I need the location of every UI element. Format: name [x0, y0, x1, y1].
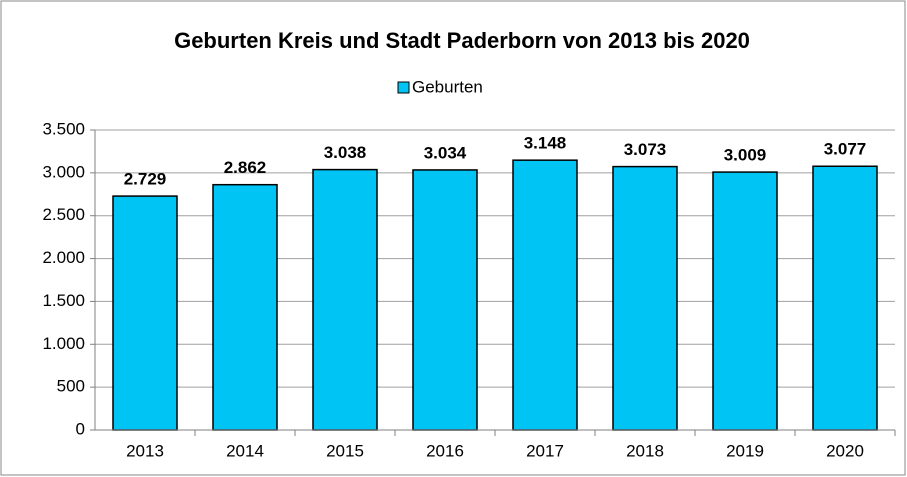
data-label: 3.148	[524, 134, 567, 153]
x-tick-label: 2014	[226, 441, 264, 460]
data-label: 3.034	[424, 143, 467, 162]
y-tick-label: 1.500	[42, 291, 85, 310]
bar	[212, 183, 278, 431]
bar	[712, 171, 778, 431]
y-tick-label: 0	[76, 419, 85, 438]
x-tick-label: 2018	[626, 441, 664, 460]
y-tick-label: 3.500	[42, 119, 85, 138]
x-tick-label: 2015	[326, 441, 364, 460]
y-tick-label: 500	[57, 377, 85, 396]
x-tick-label: 2019	[726, 441, 764, 460]
data-label: 2.862	[224, 158, 267, 177]
y-tick-label: 1.000	[42, 334, 85, 353]
bar	[612, 165, 678, 431]
data-label: 3.073	[624, 140, 667, 159]
legend-swatch	[397, 81, 410, 94]
y-tick-label: 2.500	[42, 205, 85, 224]
bar	[812, 165, 878, 431]
data-label: 3.038	[324, 143, 367, 162]
legend-label: Geburten	[412, 77, 483, 96]
bar	[512, 159, 578, 431]
data-label: 3.009	[724, 146, 767, 165]
data-label: 2.729	[124, 170, 167, 189]
x-tick-label: 2016	[426, 441, 464, 460]
chart-title: Geburten Kreis und Stadt Paderborn von 2…	[174, 28, 750, 53]
x-tick-label: 2020	[826, 441, 864, 460]
bar	[412, 169, 478, 431]
y-tick-label: 2.000	[42, 248, 85, 267]
bar	[312, 168, 378, 431]
x-tick-label: 2013	[126, 441, 164, 460]
bar	[112, 195, 178, 431]
x-tick-label: 2017	[526, 441, 564, 460]
y-tick-label: 3.000	[42, 162, 85, 181]
data-label: 3.077	[824, 140, 867, 159]
